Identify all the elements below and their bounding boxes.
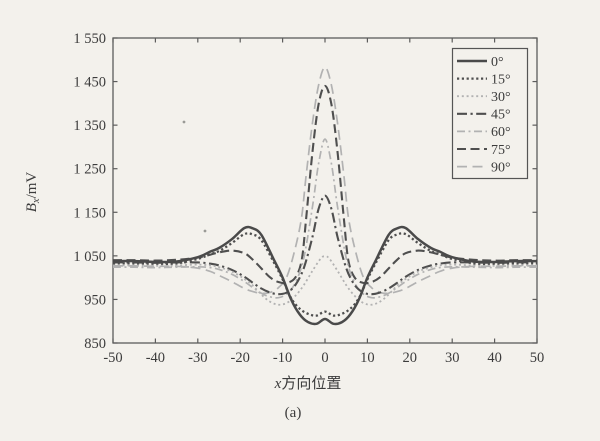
y-tick-label: 950 [84,292,106,308]
x-tick-label: 50 [530,350,545,366]
legend-label: 45° [491,108,511,123]
y-tick-labels: 850 950 1 050 1 150 1 250 1 350 1 450 1 550 [73,31,106,352]
x-tick-label: -20 [231,350,250,366]
legend-label: 90° [491,160,511,175]
x-axis-symbol: x [274,376,282,392]
x-tick-label: 40 [487,350,502,366]
x-tick-labels: -50 -40 -30 -20 -10 0 10 20 30 40 50 [103,350,544,366]
y-tick-label: 850 [84,336,106,352]
axis-ticks [112,37,538,344]
legend-item-0°: 0° [457,55,504,70]
y-axis-symbol: B [24,203,40,212]
y-tick-label: 1 050 [73,249,106,265]
x-tick-label: -40 [146,350,165,366]
series-60° [112,138,538,299]
legend-label: 15° [491,72,511,87]
legend-label: 75° [491,143,511,158]
y-axis-unit: /mV [24,172,40,199]
legend: 0° 15° 30° 45° 60° 75° 90° [451,47,529,180]
legend-item-15°: 15° [457,72,511,87]
x-tick-label: 0 [321,350,328,366]
scan-artifacts [182,120,207,233]
x-axis-label-text: 方向位置 [281,375,341,392]
series-30° [112,255,537,306]
series-0° [112,225,538,326]
y-tick-label: 1 150 [73,205,106,221]
legend-item-60°: 60° [457,125,511,140]
legend-item-30°: 30° [457,90,511,105]
legend-label: 0° [491,55,504,70]
scan-speck [203,229,207,233]
series-75° [112,84,538,285]
x-tick-label: -50 [103,350,122,366]
series-15° [112,232,538,317]
x-tick-label: 10 [360,350,375,366]
x-axis-label: x方向位置 [274,375,342,392]
series-lines [112,66,538,326]
y-tick-label: 1 350 [73,118,106,134]
y-tick-label: 1 250 [73,162,106,178]
legend-label: 30° [491,90,511,105]
y-tick-label: 1 450 [73,75,106,91]
legend-item-90°: 90° [457,160,511,175]
y-tick-label: 1 550 [73,31,106,47]
legend-item-75°: 75° [457,143,511,158]
y-axis-label: Bx/mV [24,172,42,213]
x-tick-label: 20 [403,350,418,366]
x-tick-label: -10 [273,350,292,366]
y-axis-subscript: x [31,198,42,204]
scan-speck [182,120,186,124]
series-90° [112,66,538,295]
subfigure-caption: (a) [285,405,302,421]
x-tick-label: 30 [445,350,460,366]
legend-label: 60° [491,125,511,140]
x-tick-label: -30 [188,350,207,366]
series-45° [112,194,538,296]
legend-item-45°: 45° [457,108,511,123]
